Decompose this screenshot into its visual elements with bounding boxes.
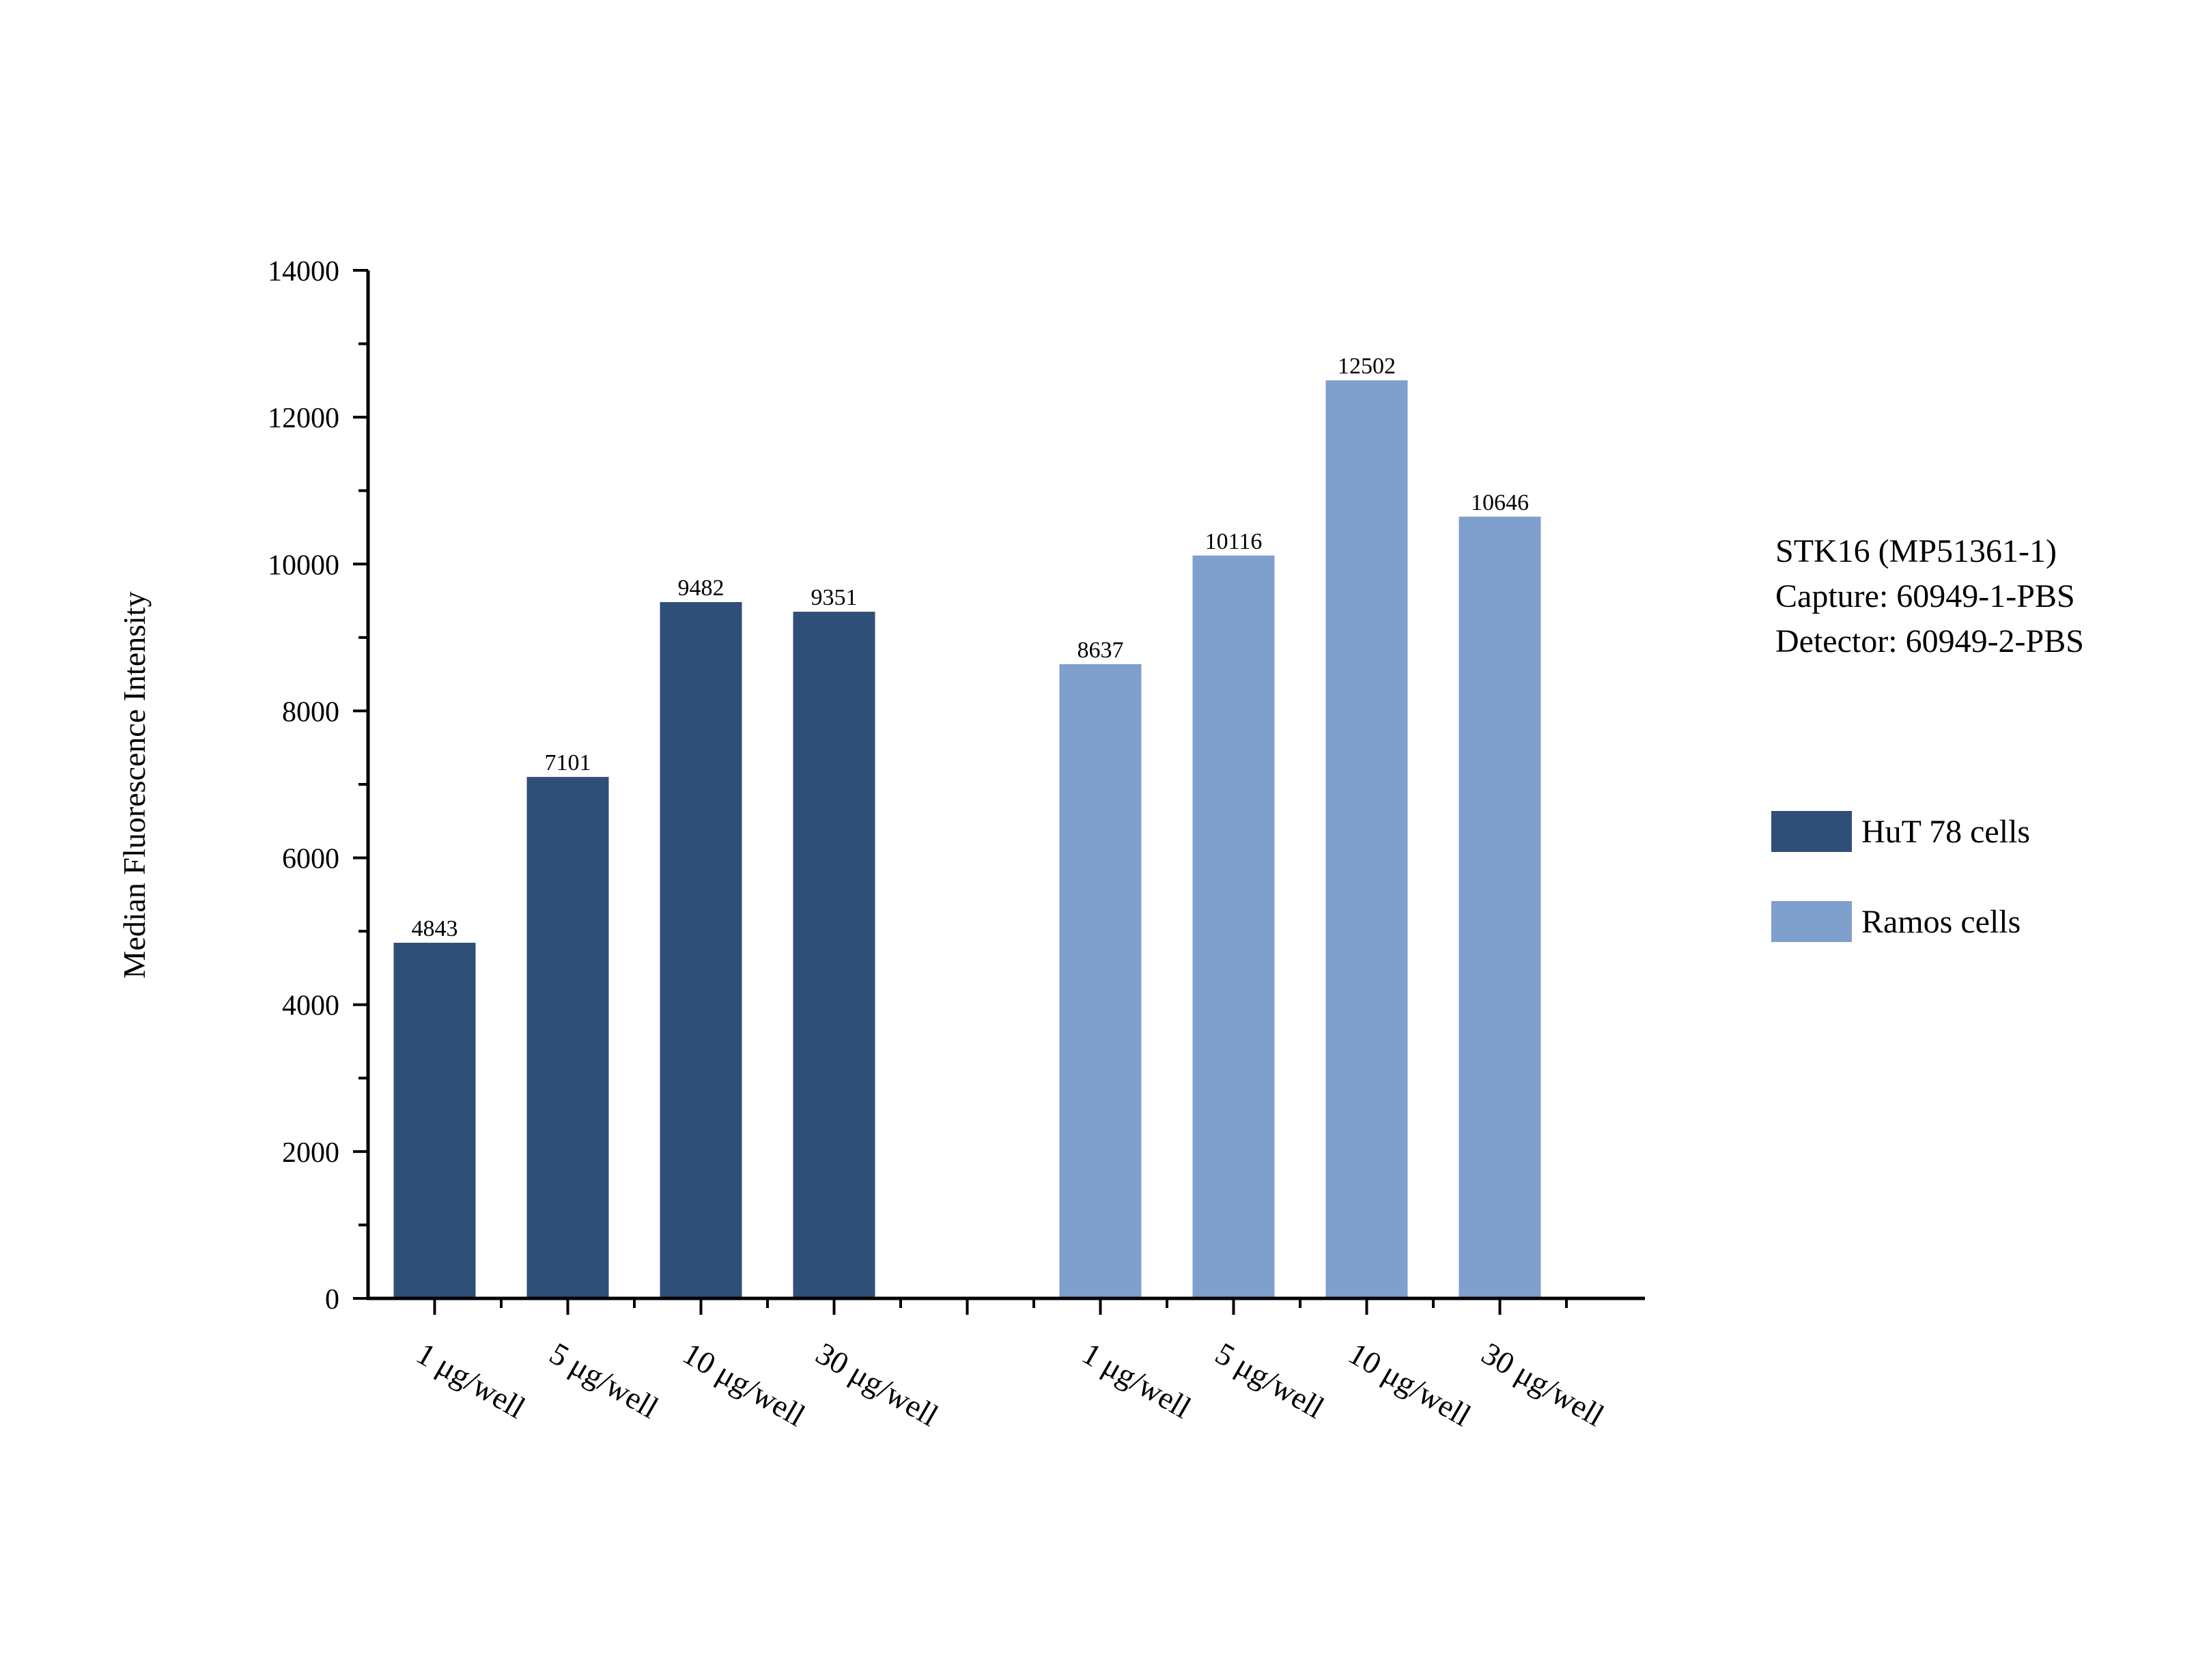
category-label-1-1: 5 μg/well <box>1210 1335 1330 1425</box>
category-label-0-2: 10 μg/well <box>677 1335 811 1433</box>
y-tick-label: 0 <box>325 1284 339 1315</box>
legend-label-ramos: Ramos cells <box>1861 904 2021 940</box>
bar-0-2 <box>660 602 742 1298</box>
data-label-0-3: 9351 <box>811 585 858 610</box>
y-tick-label: 2000 <box>282 1137 339 1169</box>
bars <box>393 380 1541 1299</box>
annotation-line-3: Detector: 60949-2-PBS <box>1775 623 2084 659</box>
data-labels: 4843 7101 9482 9351 8637 10116 12502 10646 <box>412 354 1530 941</box>
category-label-0-0: 1 μg/well <box>411 1335 531 1425</box>
bar-1-3 <box>1459 516 1541 1298</box>
y-tick-label: 14000 <box>268 256 339 287</box>
category-label-1-0: 1 μg/well <box>1077 1335 1197 1425</box>
category-label-1-2: 10 μg/well <box>1343 1335 1477 1433</box>
bar-0-0 <box>393 943 476 1298</box>
data-label-0-0: 4843 <box>412 916 458 941</box>
bar-0-1 <box>526 777 609 1298</box>
legend: HuT 78 cells Ramos cells <box>1771 811 2030 942</box>
annotation-line-1: STK16 (MP51361-1) <box>1775 533 2057 569</box>
y-tick-label: 12000 <box>268 403 339 434</box>
y-tick-label: 8000 <box>282 696 339 728</box>
legend-label-hut78: HuT 78 cells <box>1861 814 2030 850</box>
data-label-1-3: 10646 <box>1471 490 1529 515</box>
y-tick-label: 6000 <box>282 844 339 875</box>
chart-annotation: STK16 (MP51361-1) Capture: 60949-1-PBS D… <box>1775 533 2084 659</box>
category-label-0-1: 5 μg/well <box>544 1335 664 1425</box>
data-label-1-2: 12502 <box>1338 354 1396 379</box>
bar-1-1 <box>1192 555 1275 1299</box>
category-label-1-3: 30 μg/well <box>1476 1335 1610 1433</box>
data-label-0-2: 9482 <box>678 575 724 601</box>
y-tick-label: 4000 <box>282 991 339 1022</box>
y-axis-ticks: 0 2000 4000 6000 8000 10000 12000 14000 <box>268 256 368 1315</box>
y-axis-label: Median Fluorescence Intensity <box>117 591 152 978</box>
data-label-1-1: 10116 <box>1205 529 1263 554</box>
x-axis-ticks <box>433 1298 1568 1315</box>
bar-1-0 <box>1059 664 1142 1298</box>
category-label-0-3: 30 μg/well <box>811 1335 944 1433</box>
bar-0-3 <box>793 612 875 1298</box>
annotation-line-2: Capture: 60949-1-PBS <box>1775 578 2075 614</box>
y-tick-label: 10000 <box>268 550 339 581</box>
legend-swatch-ramos <box>1771 901 1852 942</box>
legend-swatch-hut78 <box>1771 811 1852 852</box>
data-label-1-0: 8637 <box>1078 638 1124 663</box>
bar-1-2 <box>1325 380 1408 1298</box>
y-axis-label-group: Median Fluorescence Intensity <box>117 591 152 978</box>
data-label-0-1: 7101 <box>545 750 591 775</box>
